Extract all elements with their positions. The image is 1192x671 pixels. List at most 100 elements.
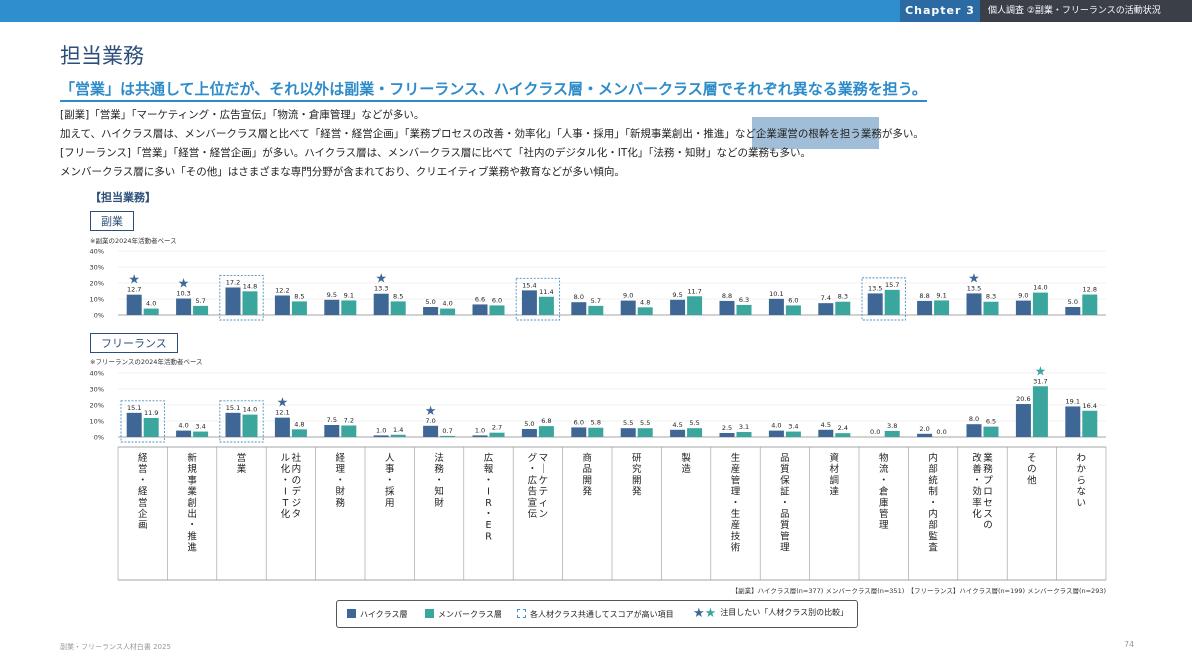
data-label: 8.3 bbox=[986, 293, 996, 301]
bar-high bbox=[472, 304, 488, 315]
category-label: 広報・ I R ・ E R bbox=[484, 452, 494, 542]
star-icon: ★ bbox=[128, 273, 140, 288]
data-label: 9.1 bbox=[344, 291, 354, 299]
data-label: 11.4 bbox=[539, 288, 553, 296]
data-label: 11.7 bbox=[687, 287, 701, 295]
data-label: 5.7 bbox=[591, 297, 601, 305]
legend-member: メンバークラス層 bbox=[425, 609, 502, 620]
category-label: 資材調達 bbox=[830, 452, 840, 498]
bar-high bbox=[423, 425, 439, 437]
bar-member bbox=[341, 300, 357, 315]
bar-high bbox=[917, 300, 933, 315]
bar-high bbox=[225, 287, 241, 315]
bar-member bbox=[291, 429, 307, 437]
y-tick-label: 20% bbox=[90, 280, 104, 288]
bar-high bbox=[768, 430, 784, 437]
category-label: 経理・財務 bbox=[336, 452, 346, 509]
body-line-4: メンバークラス層に多い「その他」はさまざまな専門分野が含まれており、クリエイティ… bbox=[60, 166, 625, 178]
data-label: 0.7 bbox=[442, 427, 452, 435]
bar-member bbox=[242, 291, 258, 315]
data-label: 8.0 bbox=[969, 415, 979, 423]
data-label: 13.5 bbox=[967, 284, 981, 292]
y-tick-label: 30% bbox=[90, 386, 104, 394]
data-label: 7.0 bbox=[425, 417, 435, 425]
bar-high bbox=[719, 300, 735, 315]
data-label: 5.5 bbox=[689, 419, 699, 427]
data-label: 4.0 bbox=[442, 300, 452, 308]
data-label: 8.5 bbox=[393, 292, 403, 300]
bar-member bbox=[489, 305, 505, 315]
chapter-label: Chapter 3 bbox=[900, 0, 980, 22]
data-label: 10.3 bbox=[176, 290, 190, 298]
bar-high bbox=[571, 427, 587, 437]
bar-high bbox=[176, 298, 192, 315]
y-tick-label: 40% bbox=[90, 370, 104, 378]
bar-member bbox=[440, 435, 456, 437]
bar-high bbox=[324, 299, 340, 315]
data-label: 5.0 bbox=[524, 420, 534, 428]
data-label: 1.4 bbox=[393, 426, 403, 434]
bar-high bbox=[373, 435, 389, 437]
data-label: 1.0 bbox=[475, 426, 485, 434]
bar-high bbox=[719, 433, 735, 437]
category-label: 経営・経営企画 bbox=[138, 452, 148, 531]
data-label: 14.0 bbox=[1033, 284, 1047, 292]
data-label: 4.8 bbox=[294, 420, 304, 428]
data-label: 5.0 bbox=[425, 298, 435, 306]
star-icon: ★ bbox=[425, 404, 437, 419]
bar-member bbox=[538, 426, 554, 437]
data-label: 5.0 bbox=[1068, 298, 1078, 306]
bar-high bbox=[521, 429, 537, 437]
data-label: 5.5 bbox=[640, 419, 650, 427]
data-label: 12.2 bbox=[275, 286, 289, 294]
legend-member-swatch bbox=[425, 609, 434, 618]
panel-tag-fukugyo: 副業 bbox=[90, 211, 134, 231]
data-label: 7.2 bbox=[344, 416, 354, 424]
star-icon: ★ bbox=[178, 277, 190, 292]
highlight-box bbox=[219, 400, 264, 443]
y-tick-label: 10% bbox=[90, 296, 104, 304]
data-label: 4.5 bbox=[821, 421, 831, 429]
data-label: 8.0 bbox=[574, 293, 584, 301]
category-label: 内部統制・内部監査 bbox=[928, 452, 938, 554]
highlight-box bbox=[219, 275, 264, 321]
bar-high bbox=[867, 293, 883, 315]
data-label: 0.0 bbox=[936, 428, 946, 436]
data-label: 14.8 bbox=[243, 282, 257, 290]
data-label: 3.8 bbox=[887, 422, 897, 430]
data-label: 14.0 bbox=[243, 406, 257, 414]
category-label: 品質保証・品質管理 bbox=[780, 453, 790, 554]
bar-member bbox=[835, 301, 851, 315]
data-label: 9.1 bbox=[936, 291, 946, 299]
data-label: 12.8 bbox=[1083, 286, 1097, 294]
panel-tag-freelance: フリーランス bbox=[90, 333, 178, 353]
data-label: 2.5 bbox=[722, 424, 732, 432]
data-label: 7.5 bbox=[327, 416, 337, 424]
data-label: 2.7 bbox=[492, 424, 502, 432]
y-tick-label: 30% bbox=[90, 264, 104, 272]
bar-member bbox=[934, 300, 950, 315]
data-label: 6.3 bbox=[739, 296, 749, 304]
bar-member bbox=[983, 301, 999, 315]
star-icon: ★ bbox=[693, 606, 705, 621]
bar-member bbox=[835, 433, 851, 437]
data-label: 6.6 bbox=[475, 295, 485, 303]
bar-member bbox=[785, 431, 801, 437]
page-number: 74 bbox=[1124, 640, 1135, 649]
bar-member bbox=[390, 434, 406, 437]
star-icon: ★ bbox=[968, 271, 980, 286]
bar-member bbox=[291, 301, 307, 315]
bar-high bbox=[1065, 406, 1081, 437]
data-label: 0.0 bbox=[870, 428, 880, 436]
data-label: 10.1 bbox=[769, 290, 783, 298]
star-icon: ★ bbox=[1035, 364, 1047, 379]
data-label: 16.4 bbox=[1083, 402, 1097, 410]
data-label: 8.3 bbox=[838, 293, 848, 301]
category-label: その他 bbox=[1027, 453, 1037, 486]
bar-member bbox=[884, 430, 900, 437]
bar-high bbox=[966, 293, 982, 315]
category-label: 商品開発 bbox=[583, 452, 593, 498]
bar-member bbox=[1032, 292, 1048, 315]
highlight-box bbox=[861, 277, 906, 321]
y-tick-label: 10% bbox=[90, 418, 104, 426]
